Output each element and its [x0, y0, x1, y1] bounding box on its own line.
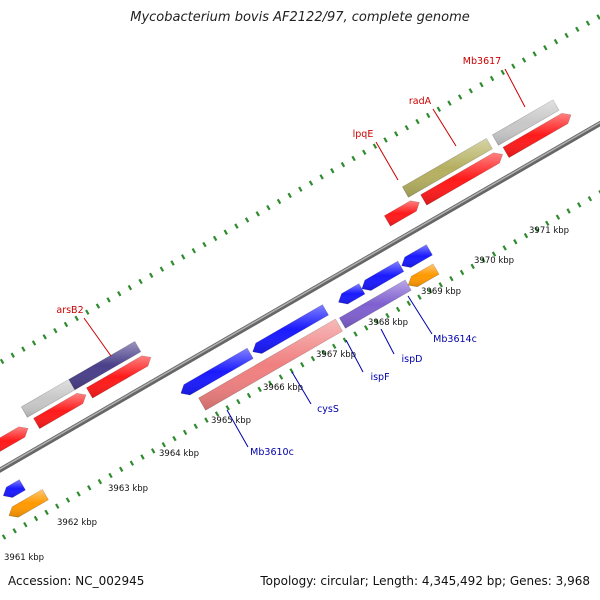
feature-track	[0, 99, 572, 518]
kbp-label: 3962 kbp	[57, 518, 97, 528]
gene-feature-shading	[3, 479, 26, 498]
gene-label-cyss[interactable]: cysS	[317, 404, 339, 415]
gene-label-mb3614c[interactable]: Mb3614c	[433, 334, 477, 345]
gene-feature-shading	[402, 138, 493, 198]
gene-feature-shading	[9, 489, 49, 518]
gene-feature-shading	[338, 283, 365, 304]
label-leader-line	[226, 409, 249, 448]
gene-label-ispd[interactable]: ispD	[402, 354, 423, 365]
kbp-label: 3970 kbp	[474, 256, 514, 266]
label-leader-line	[83, 317, 112, 357]
gene-feature-shading	[384, 200, 420, 227]
kbp-label: 3969 kbp	[421, 287, 461, 297]
gene-label-rada[interactable]: radA	[409, 96, 432, 107]
label-leader-line	[291, 371, 312, 405]
gene-feature-shading	[86, 355, 151, 399]
gene-label-arsb2[interactable]: arsB2	[56, 305, 83, 316]
gene-label-mb3617[interactable]: Mb3617	[463, 56, 501, 67]
genome-backbone	[0, 120, 600, 473]
gene-label-ispf[interactable]: ispF	[370, 372, 389, 383]
label-leader-line	[407, 295, 433, 335]
kbp-label: 3965 kbp	[211, 416, 251, 426]
kbp-label: 3967 kbp	[316, 350, 356, 360]
gene-feature-shading	[68, 341, 141, 390]
gene-feature-shading	[420, 152, 503, 206]
kbp-label: 3964 kbp	[159, 449, 199, 459]
gene-feature-shading	[33, 393, 86, 429]
accession-text: Accession: NC_002945	[8, 574, 145, 588]
gene-feature-shading	[503, 113, 571, 158]
gene-feature-shading	[361, 261, 404, 291]
genome-summary: Topology: circular; Length: 4,345,492 bp…	[260, 574, 590, 588]
label-leader-line	[345, 339, 364, 373]
gene-feature-shading	[0, 426, 28, 452]
gene-feature-shading	[21, 379, 75, 418]
kbp-label: 3966 kbp	[263, 383, 303, 393]
gene-feature-shading	[252, 304, 329, 354]
gene-feature-shading	[180, 348, 254, 395]
kbp-label: 3963 kbp	[108, 484, 148, 494]
kbp-label: 3968 kbp	[368, 318, 408, 328]
label-leader-line	[375, 141, 399, 181]
gene-feature-shading	[401, 244, 433, 268]
label-leader-line	[432, 108, 457, 147]
gene-feature-shading	[198, 319, 343, 411]
kbp-label: 3971 kbp	[529, 226, 569, 236]
gene-feature-shading	[339, 279, 412, 329]
gene-feature-shading	[492, 99, 559, 146]
gene-label-mb3610c[interactable]: Mb3610c	[250, 447, 294, 458]
label-leader-line	[380, 328, 395, 355]
label-leader-line	[504, 68, 526, 108]
gene-feature-shading	[408, 263, 439, 287]
label-layer: 3961 kbp 3962 kbp 3963 kbp 3964 kbp 3965 kbp…	[4, 56, 569, 563]
gene-label-lpqe[interactable]: lpqE	[353, 129, 374, 140]
map-title: Mycobacterium bovis AF2122/97, complete …	[130, 10, 470, 25]
kbp-label: 3961 kbp	[4, 553, 44, 563]
tick-marks	[0, 14, 600, 540]
